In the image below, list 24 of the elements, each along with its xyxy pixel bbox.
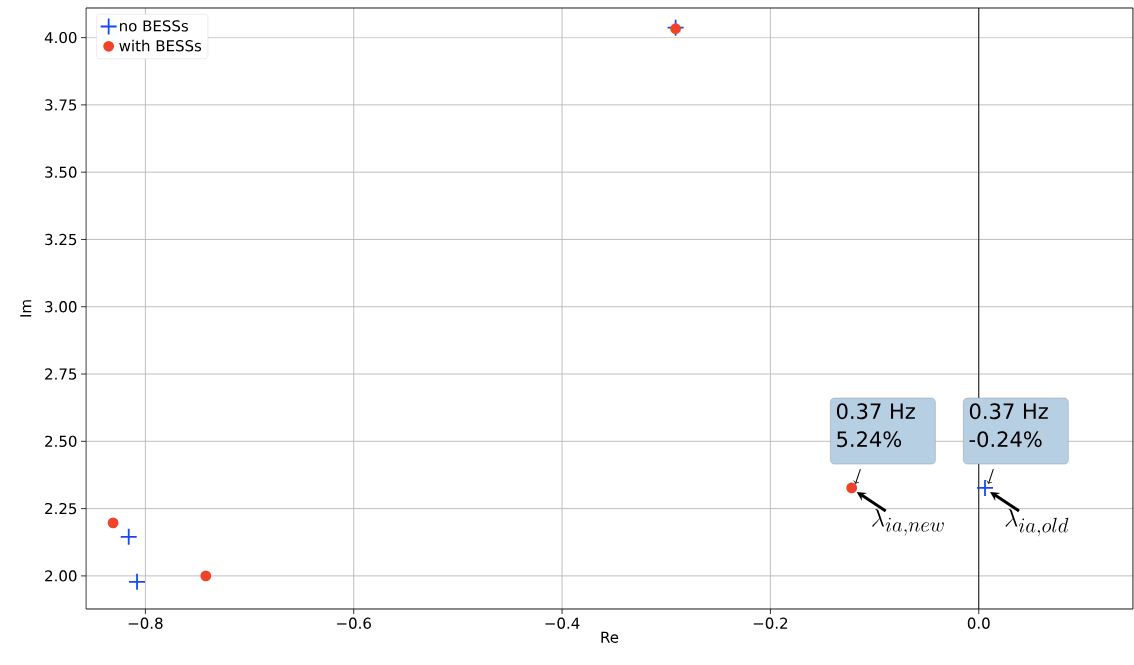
- annotation: $\lambda_{ia,new}$: [872, 509, 944, 536]
- y-tick-label: 3.75: [45, 99, 77, 111]
- x-tick-label: −0.4: [545, 617, 580, 629]
- y-tick-label: 4.00: [44, 31, 77, 44]
- x-tick-label: −0.8: [128, 617, 163, 629]
- y-tick-label: 2.50: [45, 435, 77, 447]
- y-tick-label: 3.25: [45, 233, 77, 246]
- x-tick-label: −0.2: [753, 617, 788, 629]
- x-axis-title: Re: [601, 631, 619, 643]
- annotation: $\lambda_{ia,old}$: [1005, 509, 1069, 537]
- y-tick-label: 2.00: [45, 570, 77, 582]
- y-axis-title: Im: [20, 300, 32, 317]
- annotation: 0.37 Hz: [836, 403, 915, 420]
- y-tick-label: 2.25: [45, 502, 77, 515]
- y-tick-label: 3.00: [45, 301, 77, 313]
- legend-label: with BESSs: [119, 39, 202, 52]
- annotation: 5.24%: [837, 431, 902, 448]
- x-tick-label: 0.0: [967, 617, 990, 629]
- annotation: -0.24%: [969, 431, 1042, 448]
- y-tick-label: 3.50: [45, 166, 77, 178]
- x-tick-label: −0.6: [337, 617, 371, 629]
- annotation: 0.37 Hz: [969, 403, 1048, 420]
- y-tick-label: 2.75: [45, 368, 77, 380]
- legend-label: no BESSs: [120, 20, 189, 32]
